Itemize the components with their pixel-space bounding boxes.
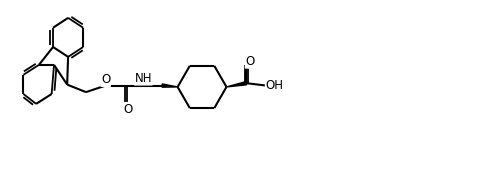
Text: O: O: [101, 73, 110, 86]
Text: OH: OH: [265, 79, 284, 92]
Text: O: O: [245, 55, 255, 68]
Text: O: O: [123, 102, 133, 116]
Polygon shape: [227, 82, 246, 87]
Polygon shape: [162, 84, 178, 87]
Text: O: O: [101, 73, 110, 86]
Text: NH: NH: [135, 72, 152, 85]
